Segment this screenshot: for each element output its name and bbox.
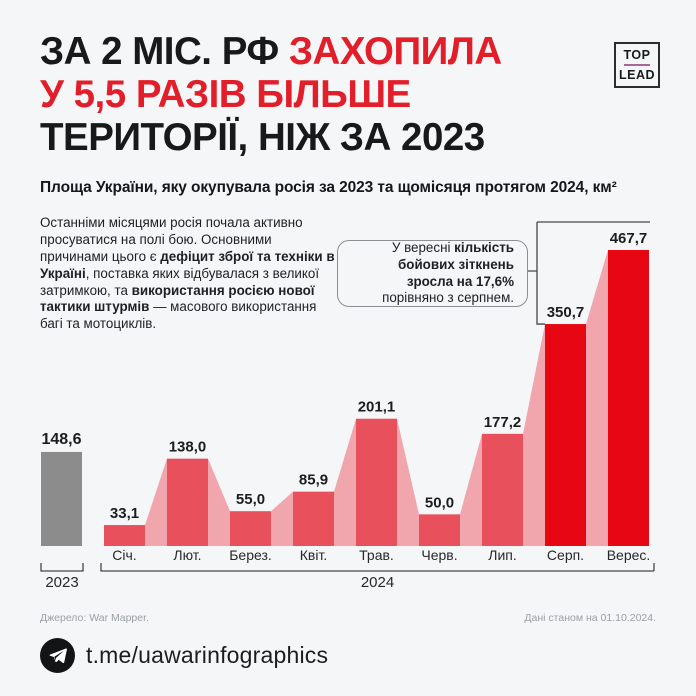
connector xyxy=(271,491,293,546)
bar-2024-2 xyxy=(167,458,208,546)
year-bracket-2024 xyxy=(100,563,655,572)
title-line: У 5,5 РАЗІВ БІЛЬШЕ xyxy=(40,73,600,116)
text-segment: , поставка яких відбувалася з великої за… xyxy=(40,265,320,298)
text-segment: Останніми місяцями росія почала активно … xyxy=(40,215,303,264)
connector xyxy=(523,324,545,546)
connector xyxy=(586,250,608,546)
connector xyxy=(397,418,419,546)
month-label-8: Серп. xyxy=(547,547,584,563)
connector xyxy=(334,418,356,546)
bar-2024-6 xyxy=(419,514,460,546)
telegram-icon xyxy=(40,638,75,673)
text-segment: У вересні xyxy=(391,240,455,256)
month-label-9: Верес. xyxy=(607,547,651,563)
title-segment: ЗА 2 МІС. РФ xyxy=(40,30,289,73)
value-label-2024-2: 138,0 xyxy=(169,439,207,456)
value-label-2024-1: 33,1 xyxy=(110,505,139,522)
logo-top-text: TOP xyxy=(623,48,651,62)
value-label-2024-3: 55,0 xyxy=(236,491,265,508)
telegram-handle: t.me/uawarinfographics xyxy=(86,642,329,668)
bar-2024-8 xyxy=(545,324,586,546)
value-label-2024-6: 50,0 xyxy=(425,494,454,511)
month-label-7: Лип. xyxy=(488,547,516,563)
value-label-2024-8: 350,7 xyxy=(547,304,585,321)
title-segment: ЗАХОПИЛА xyxy=(288,30,502,73)
telegram-link[interactable]: t.me/uawarinfographics xyxy=(40,638,328,673)
callout-box: У вересні кількість бойових зіткнень зро… xyxy=(337,240,528,307)
title-segment: У 5,5 РАЗІВ БІЛЬШЕ xyxy=(40,73,411,116)
footer-data-note: Дані станом на 01.10.2024. xyxy=(524,612,656,624)
value-label-2024-9: 467,7 xyxy=(610,230,648,247)
bar-2023 xyxy=(41,451,82,546)
intro-paragraph: Останніми місяцями росія почала активно … xyxy=(40,215,340,333)
month-label-3: Берез. xyxy=(229,547,272,563)
bar-2024-1 xyxy=(104,525,145,546)
top-lead-logo: TOP LEAD xyxy=(614,42,660,88)
highlight-bracket xyxy=(527,221,650,325)
title-line: ЗА 2 МІС. РФ ЗАХОПИЛА xyxy=(40,30,600,73)
year-bracket-2023 xyxy=(40,563,84,572)
year-label-2024: 2024 xyxy=(361,574,394,591)
value-label-2023: 148,6 xyxy=(41,431,81,448)
month-label-2: Лют. xyxy=(173,547,201,563)
month-label-4: Квіт. xyxy=(300,547,327,563)
bar-2024-4 xyxy=(293,491,334,546)
value-label-2024-5: 201,1 xyxy=(358,399,396,416)
bar-2024-7 xyxy=(482,433,523,546)
value-label-2024-7: 177,2 xyxy=(484,414,522,431)
year-label-2023: 2023 xyxy=(45,574,78,591)
month-label-1: Січ. xyxy=(112,547,136,563)
value-label-2024-4: 85,9 xyxy=(299,472,328,489)
logo-divider xyxy=(624,64,650,66)
logo-lead-text: LEAD xyxy=(618,68,656,82)
title-line: ТЕРИТОРІЇ, НІЖ ЗА 2023 xyxy=(40,116,600,159)
text-segment: використання росією нової тактики штурмі… xyxy=(40,282,315,315)
text-segment: дефіцит зброї та техніки в Україні xyxy=(40,248,335,281)
month-label-6: Черв. xyxy=(421,547,457,563)
bar-2024-5 xyxy=(356,418,397,546)
bar-2024-9 xyxy=(608,250,649,546)
callout-text: У вересні кількість бойових зіткнень зро… xyxy=(351,240,514,306)
title-segment: ТЕРИТОРІЇ, НІЖ ЗА 2023 xyxy=(40,116,485,159)
footer-source: Джерело: War Mapper. xyxy=(40,612,149,624)
connector xyxy=(208,458,230,546)
text-segment: кількість бойових зіткнень зросла на 17,… xyxy=(398,240,514,289)
text-segment: порівняно з серпнем. xyxy=(382,290,514,306)
bar-2024-3 xyxy=(230,511,271,546)
page-title: ЗА 2 МІС. РФ ЗАХОПИЛА У 5,5 РАЗІВ БІЛЬШЕ Т… xyxy=(40,30,600,159)
text-segment: — масового використання багі та мотоцикл… xyxy=(40,299,317,332)
month-label-5: Трав. xyxy=(359,547,394,563)
chart-subtitle: Площа України, яку окупувала росія за 20… xyxy=(40,179,617,196)
connector xyxy=(460,433,482,546)
connector xyxy=(145,458,167,546)
